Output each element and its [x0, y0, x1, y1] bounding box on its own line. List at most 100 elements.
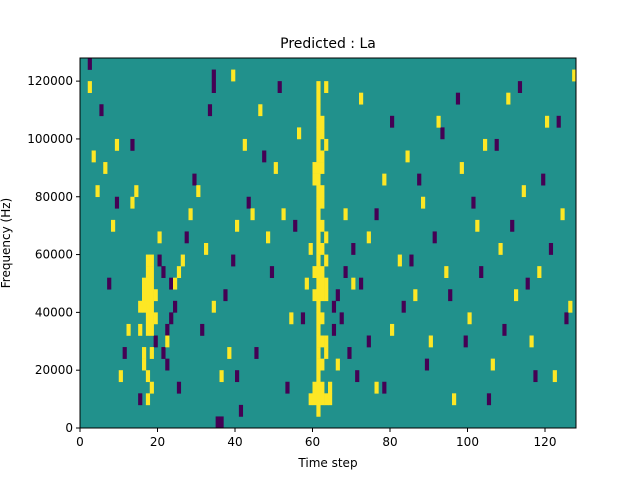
heatmap-cell-low — [525, 277, 530, 290]
heatmap-cell-low — [335, 289, 340, 302]
heatmap-cell-high — [320, 289, 325, 302]
heatmap-cell-high — [316, 289, 321, 302]
heatmap-cell-high — [258, 104, 263, 117]
heatmap-cell-high — [428, 335, 433, 348]
heatmap-cell-high — [316, 358, 321, 371]
heatmap-cell-high — [173, 277, 178, 290]
heatmap-cell-high — [316, 208, 321, 221]
y-tick-label: 100000 — [27, 132, 73, 146]
heatmap-cell-low — [87, 58, 92, 70]
heatmap-cell-high — [180, 254, 185, 267]
heatmap-cell-high — [316, 370, 321, 383]
heatmap-cell-high — [145, 312, 151, 325]
y-tick-label: 20000 — [35, 363, 73, 377]
heatmap-cell-low — [138, 393, 143, 406]
heatmap-cell-high — [312, 162, 317, 174]
x-tick-label: 80 — [382, 435, 397, 449]
heatmap-cell-high — [514, 289, 519, 302]
heatmap-cell-high — [320, 312, 325, 325]
heatmap-cell-high — [320, 115, 325, 128]
heatmap-cell-high — [452, 393, 457, 406]
heatmap-cell-high — [145, 277, 151, 290]
heatmap-cell-low — [130, 138, 135, 151]
heatmap-cell-low — [238, 404, 244, 417]
heatmap-cell-low — [432, 231, 437, 244]
heatmap-cell-high — [316, 115, 321, 128]
heatmap-cell-low — [99, 104, 104, 117]
heatmap-cell-low — [122, 347, 127, 359]
heatmap-cell-low — [254, 347, 259, 359]
heatmap-cell-high — [138, 323, 143, 336]
heatmap-cell-high — [316, 404, 321, 417]
x-tick-label: 20 — [150, 435, 165, 449]
heatmap-cell-high — [421, 196, 426, 209]
heatmap-cell-high — [145, 266, 151, 278]
heatmap-cell-high — [316, 138, 321, 151]
heatmap-cell-low — [161, 347, 166, 359]
heatmap-cell-high — [316, 335, 321, 348]
heatmap-cell-high — [405, 150, 410, 163]
heatmap-cell-low — [262, 150, 267, 163]
heatmap-cell-high — [316, 277, 321, 290]
heatmap-cell-high — [149, 323, 154, 336]
heatmap-cell-high — [324, 347, 329, 359]
heatmap-cell-high — [316, 81, 321, 93]
heatmap-cell-high — [235, 219, 240, 232]
y-tick-label: 120000 — [27, 74, 73, 88]
heatmap-cell-low — [107, 277, 112, 290]
x-tick-label: 60 — [305, 435, 320, 449]
heatmap-cell-high — [242, 138, 247, 151]
heatmap-cell-low — [165, 358, 170, 371]
heatmap-cell-low — [502, 323, 507, 336]
heatmap-cell-high — [324, 231, 329, 244]
heatmap-cell-high — [87, 81, 92, 93]
heatmap-cell-low — [293, 219, 298, 232]
heatmap-cell-high — [145, 289, 151, 302]
heatmap-cell-high — [320, 277, 325, 290]
heatmap-cell-high — [153, 289, 158, 302]
heatmap-cell-high — [316, 127, 321, 140]
heatmap-cell-low — [331, 300, 337, 313]
heatmap-cell-high — [320, 162, 325, 174]
heatmap-cell-low — [374, 208, 379, 221]
heatmap-cell-high — [324, 254, 329, 267]
heatmap-cell-low — [165, 323, 170, 336]
heatmap-cell-high — [316, 300, 321, 313]
heatmap-cell-high — [316, 243, 321, 255]
heatmap-cell-low — [269, 266, 275, 278]
heatmap-cell-high — [142, 289, 147, 302]
heatmap-cell-high — [324, 289, 329, 302]
heatmap-cell-high — [273, 162, 278, 174]
heatmap-cell-low — [355, 370, 360, 383]
heatmap-cell-low — [517, 81, 523, 93]
heatmap-cell-high — [149, 312, 154, 325]
heatmap-cell-high — [149, 347, 154, 359]
heatmap-cell-high — [459, 162, 464, 174]
heatmap-cell-low — [215, 416, 220, 429]
heatmap-cell-low — [382, 381, 387, 394]
heatmap-cell-high — [324, 81, 329, 93]
y-tick-label: 80000 — [35, 190, 73, 204]
heatmap-cell-high — [467, 312, 472, 325]
heatmap-cell-high — [320, 219, 325, 232]
y-tick-label: 0 — [65, 421, 73, 435]
heatmap-cell-high — [219, 370, 224, 383]
heatmap-cell-high — [231, 69, 236, 82]
heatmap-cell-high — [529, 335, 534, 348]
heatmap-cell-high — [95, 185, 100, 198]
heatmap-cell-low — [440, 127, 445, 140]
heatmap-cell-high — [397, 254, 402, 267]
y-axis: 0 20000 40000 60000 80000 100000 120000 — [27, 74, 80, 435]
heatmap-cell-high — [266, 231, 271, 244]
heatmap-cell-high — [320, 127, 325, 140]
heatmap-cell-low — [479, 266, 484, 278]
heatmap-cell-high — [316, 219, 321, 232]
heatmap-cell-high — [157, 231, 162, 244]
heatmap-cell-low — [533, 370, 538, 383]
heatmap-cell-low — [556, 115, 561, 128]
heatmap-cell-low — [223, 289, 228, 302]
heatmap-cell-low — [471, 196, 476, 209]
heatmap-cell-low — [347, 347, 352, 359]
heatmap-cell-high — [142, 347, 147, 359]
